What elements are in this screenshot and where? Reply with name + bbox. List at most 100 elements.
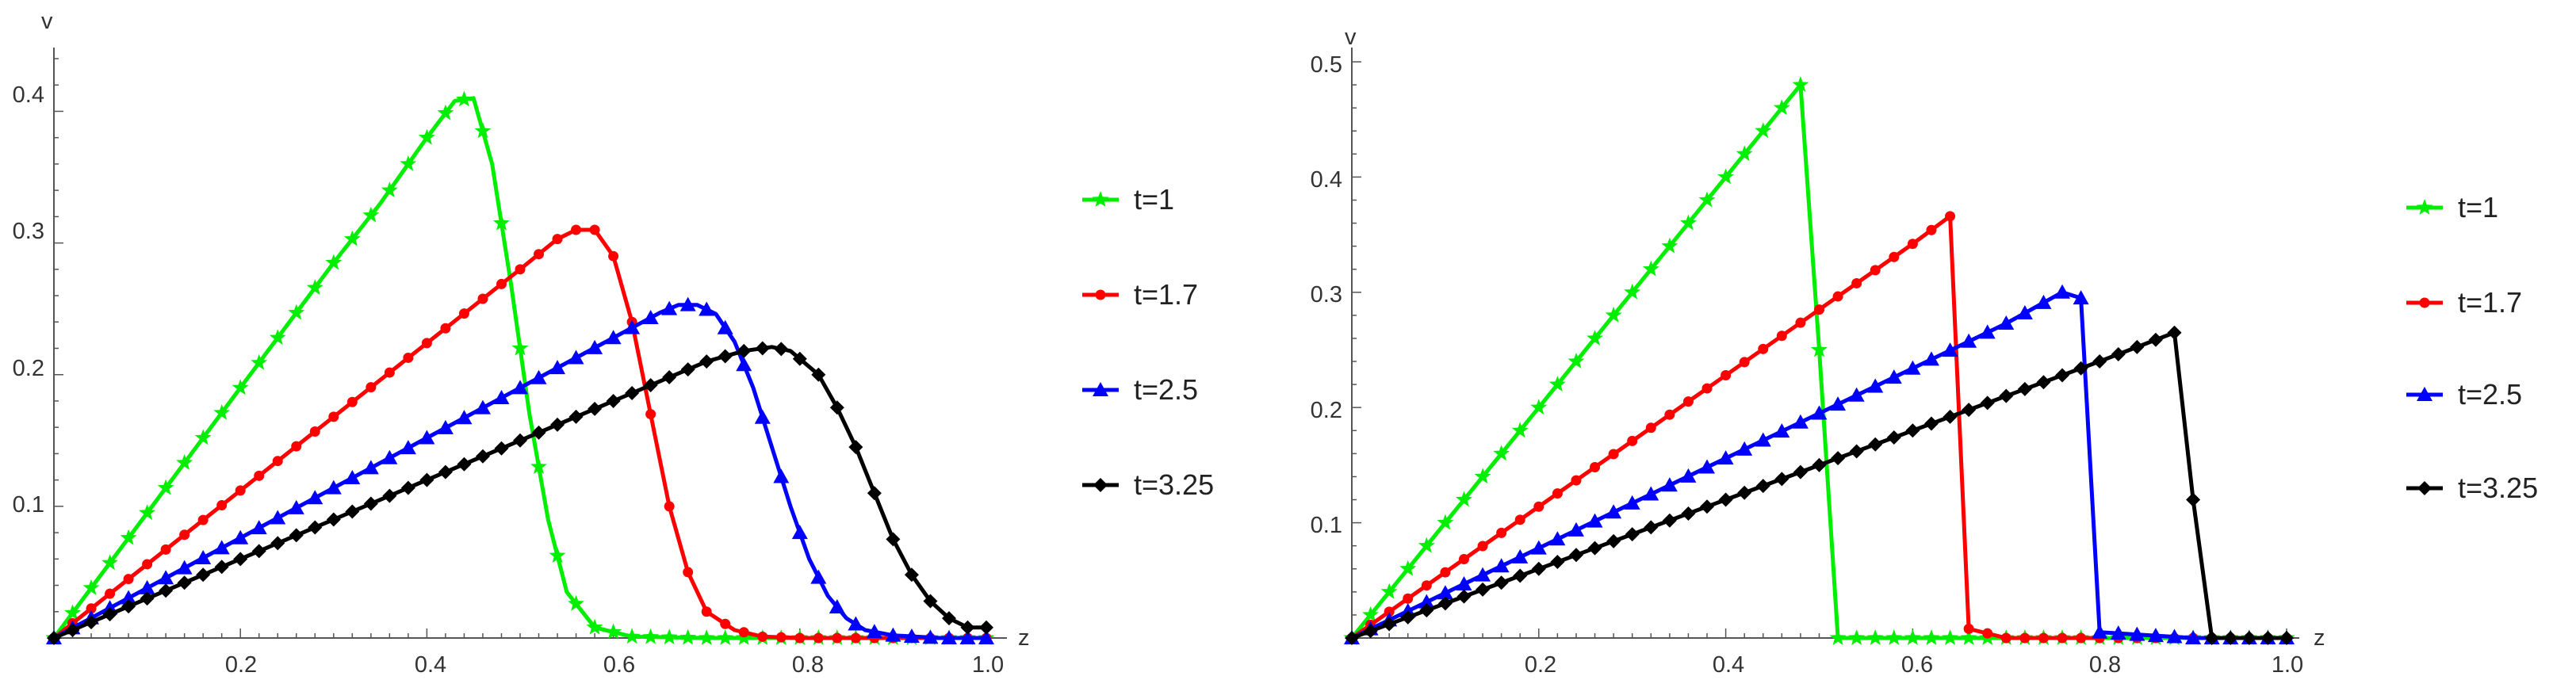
chart-left-data-point [158, 570, 174, 585]
chart-right-data-point [1680, 214, 1697, 231]
chart-left-data-point [699, 354, 714, 369]
chart-right-legend-marker-triangle-icon [2417, 387, 2432, 401]
chart-right-data-point [1476, 582, 1491, 597]
chart-left-data-point [978, 630, 994, 644]
chart-left-data-point [456, 410, 473, 425]
chart-right-data-point [1755, 122, 1772, 139]
chart-right-y-tick-label: 0.2 [1311, 398, 1342, 423]
chart-right-data-point [2092, 354, 2107, 369]
chart-left: v z 0.2 0.4 0.6 0.8 1.0 0.1 0.2 0.3 0.4 … [13, 9, 1214, 678]
chart-left-data-point [754, 409, 771, 424]
chart-right-data-point [1512, 548, 1529, 563]
chart-right-data-point [2055, 368, 2070, 383]
chart-left-data-point [105, 588, 116, 599]
chart-left-data-point [120, 529, 137, 545]
chart-left-data-point [382, 488, 397, 503]
chart-right-data-point [2241, 631, 2256, 645]
chart-left-data-point [438, 464, 453, 479]
chart-left-data-point [494, 441, 509, 456]
chart-right-data-point [1662, 513, 1677, 528]
chart-left-data-point [344, 469, 361, 484]
chart-left-data-point [64, 604, 81, 621]
chart-right-data-point [1587, 330, 1603, 346]
chart-right-data-point [1437, 596, 1453, 611]
chart-right-data-point [1814, 304, 1824, 315]
chart-left-data-point [720, 618, 731, 629]
chart-right-data-point [1776, 330, 1787, 342]
chart-left-data-point [886, 532, 901, 547]
chart-right-data-point [1961, 333, 1977, 348]
chart-left-data-point [235, 485, 246, 496]
chart-right-data-point [1923, 416, 1939, 431]
chart-left-data-point [794, 632, 806, 644]
chart-right-data-point [1661, 477, 1678, 492]
chart-right-data-point [2036, 375, 2051, 390]
chart-left-data-point [362, 460, 379, 475]
chart-right-data-point [1849, 444, 1864, 459]
chart-right-data-point [1567, 521, 1584, 537]
chart-left-data-point [718, 349, 733, 364]
chart-left-x-axis-label: z [1018, 625, 1030, 651]
chart-right-data-point [1456, 575, 1472, 590]
chart-left-data-point [660, 628, 678, 645]
chart-left-data-point [160, 544, 171, 555]
chart-right-data-point [1998, 315, 2015, 330]
chart-left-data-point [923, 594, 938, 609]
chart-left-data-point [568, 409, 584, 424]
chart-left-data-point [400, 480, 415, 495]
chart-left-legend-marker-diamond-icon [1093, 478, 1108, 492]
chart-right-data-point [1774, 472, 1789, 487]
chart-right-data-point [1736, 441, 1753, 456]
chart-left-data-point [493, 389, 510, 404]
chart-left-data-point [792, 351, 807, 366]
chart-left-data-point [810, 569, 827, 584]
chart-left-data-point [176, 560, 193, 575]
chart-left-data-point [587, 339, 603, 354]
chart-left-data-point [123, 574, 134, 585]
chart-right-data-point [1514, 514, 1525, 525]
chart-right-data-point [1700, 499, 1715, 514]
chart-left-plot-area [45, 90, 995, 645]
chart-right-data-point [1493, 445, 1510, 461]
chart-left-legend-label: t=1.7 [1134, 278, 1198, 311]
chart-left-data-point [47, 631, 61, 645]
chart-right-data-point [2148, 332, 2163, 347]
chart-left-data-point [121, 590, 137, 605]
chart-right-data-point [1493, 558, 1510, 573]
chart-right-data-point [1867, 378, 1884, 393]
chart-right-data-point [2000, 632, 2011, 644]
chart-left-data-point [922, 629, 939, 644]
chart-left-data-point [698, 629, 715, 645]
chart-left-legend-label: t=2.5 [1134, 373, 1198, 406]
chart-right-data-point [1625, 527, 1640, 542]
chart-right-data-point [1979, 324, 1996, 339]
chart-right-data-point [1758, 343, 1769, 354]
chart-left-legend-label: t=1 [1134, 183, 1174, 216]
chart-left-data-point [142, 559, 153, 570]
chart-left-data-point [477, 293, 488, 304]
chart-left-data-point [474, 122, 492, 139]
chart-left-y-tick-label: 0.2 [13, 356, 44, 381]
chart-right-data-point [1458, 554, 1469, 565]
chart-left-data-point [456, 90, 473, 107]
chart-right-data-point [2166, 628, 2183, 644]
chart-right-data-point [1830, 396, 1847, 411]
chart-left-data-point [194, 429, 212, 445]
chart-right-data-point [1494, 575, 1509, 590]
chart-right-data-point [1773, 99, 1790, 116]
chart-left-data-point [86, 603, 97, 614]
chart-left-data-point [269, 329, 286, 346]
chart-left-data-point [363, 496, 378, 511]
chart-right-data-point [2129, 626, 2145, 641]
chart-left-data-point [400, 440, 416, 455]
chart-right-data-point [1530, 540, 1547, 555]
chart-left-data-point [791, 525, 808, 540]
chart-left-data-point [291, 441, 302, 452]
chart-right-data-point [2016, 304, 2033, 319]
chart-left-data-point [232, 529, 249, 544]
chart-left-data-point [400, 155, 417, 171]
chart-right-x-tick-label: 0.4 [1713, 652, 1744, 678]
chart-right-data-point [1380, 583, 1398, 599]
chart-right-data-point [1587, 513, 1603, 528]
chart-right-data-point [1885, 369, 1902, 384]
